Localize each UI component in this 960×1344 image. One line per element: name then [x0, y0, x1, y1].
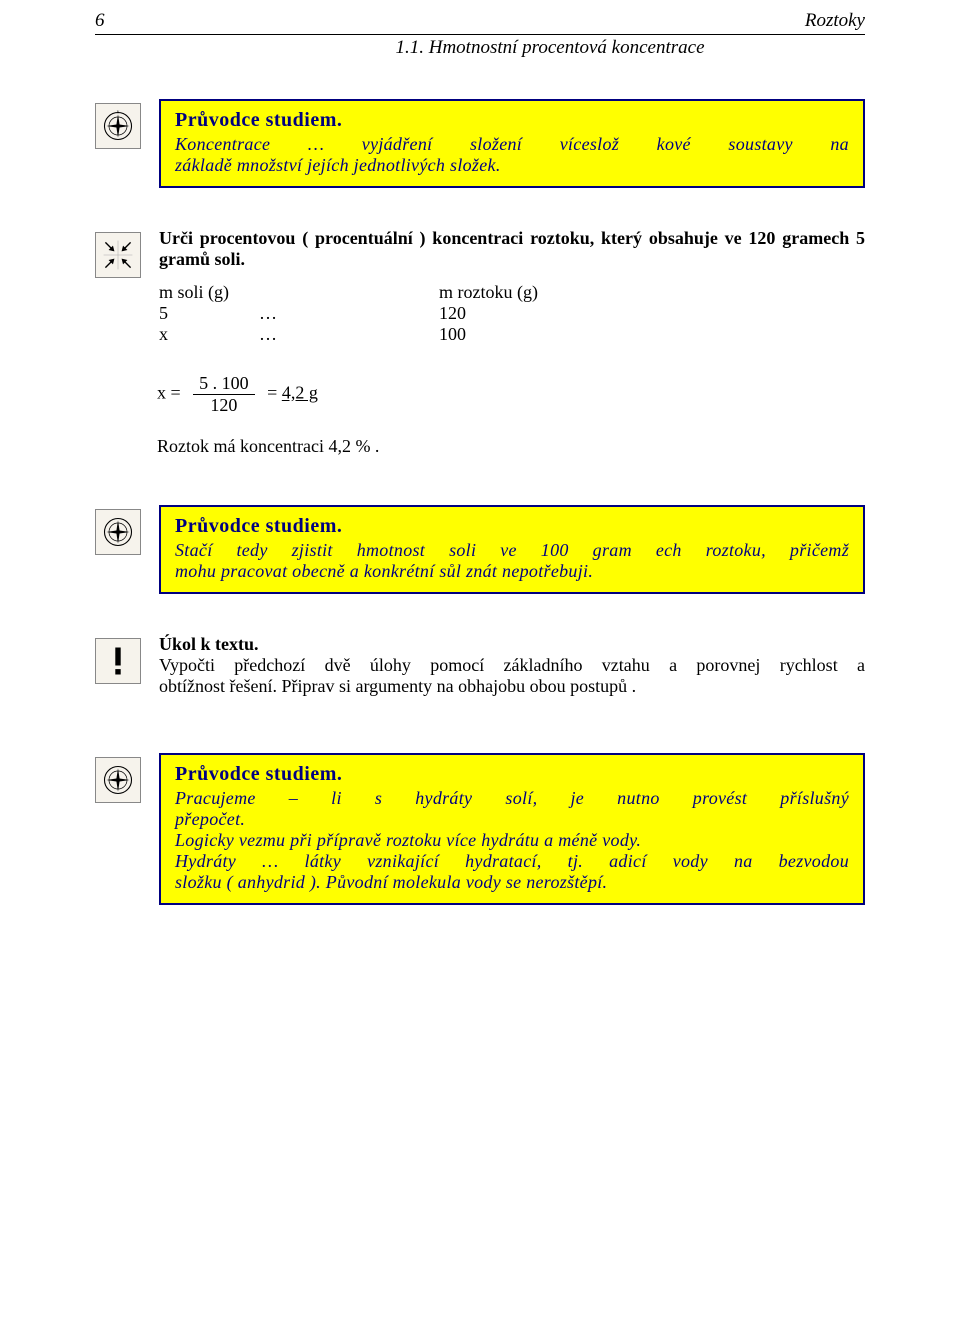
compass-icon	[95, 757, 141, 803]
compass-icon	[95, 509, 141, 555]
guide-body-1: Koncentrace … vyjádření složení víceslož…	[175, 134, 849, 176]
calc-num: 5 . 100	[193, 373, 255, 394]
guide-body-3-line1: Pracujeme – li s hydráty solí, je nutno …	[175, 788, 849, 809]
calc-den: 120	[204, 395, 243, 416]
problem-block: Urči procentovou ( procentuální ) koncen…	[95, 228, 865, 345]
task-body: Vypočti předchozí dvě úlohy pomocí zákla…	[159, 655, 865, 697]
guide-box-1: Průvodce studiem. Koncentrace … vyjádřen…	[159, 99, 865, 188]
page-header: 6 Roztoky	[95, 10, 865, 32]
guide-body-3-line3: Logicky vezmu při přípravě roztoku více …	[175, 830, 849, 851]
problem-text-block: Urči procentovou ( procentuální ) koncen…	[159, 228, 865, 345]
guide-body-3: Pracujeme – li s hydráty solí, je nutno …	[175, 788, 849, 893]
guide-block-3: Průvodce studiem. Pracujeme – li s hydrá…	[95, 753, 865, 905]
guide-title-3: Průvodce studiem.	[175, 763, 849, 786]
calculation-block: x = 5 . 100 120 = 4,2 g Roztok má koncen…	[157, 373, 865, 457]
calc-result: 4,2 g	[282, 383, 318, 403]
guide-block-2: Průvodce studiem. Stačí tedy zjistit hmo…	[95, 505, 865, 594]
table-r1c1: 5	[159, 303, 259, 324]
table-r2c1: x	[159, 324, 259, 345]
exclamation-icon	[95, 638, 141, 684]
task-line2: obtížnost řešení. Připrav si argumenty n…	[159, 676, 865, 697]
guide-box-3: Průvodce studiem. Pracujeme – li s hydrá…	[159, 753, 865, 905]
table-h1: m soli (g)	[159, 282, 259, 303]
calc-fraction: 5 . 100 120	[193, 373, 255, 416]
table-r2c3: 100	[439, 324, 579, 345]
calc-eq: =	[267, 383, 277, 403]
guide-body-2: Stačí tedy zjistit hmotnost soli ve 100 …	[175, 540, 849, 582]
proportion-table: m soli (g) m roztoku (g) 5 … 120 x … 100	[159, 282, 865, 345]
task-line1: Vypočti předchozí dvě úlohy pomocí zákla…	[159, 655, 865, 676]
table-r2c2: …	[259, 324, 439, 345]
guide-body-1-line2: základě množství jejích jednotlivých slo…	[175, 155, 849, 176]
guide-body-3-line5: složku ( anhydrid ). Původní molekula vo…	[175, 872, 849, 893]
table-r1c3: 120	[439, 303, 579, 324]
svg-text:N: N	[117, 110, 120, 114]
guide-box-2: Průvodce studiem. Stačí tedy zjistit hmo…	[159, 505, 865, 594]
task-text-block: Úkol k textu. Vypočti předchozí dvě úloh…	[159, 634, 865, 697]
subsection-title: 1.1. Hmotnostní procentová koncentrace	[95, 37, 865, 59]
guide-body-2-line1: Stačí tedy zjistit hmotnost soli ve 100 …	[175, 540, 849, 561]
guide-title-1: Průvodce studiem.	[175, 109, 849, 132]
header-rule	[95, 34, 865, 35]
guide-body-3-line4: Hydráty … látky vznikající hydratací, tj…	[175, 851, 849, 872]
table-h2: m roztoku (g)	[439, 282, 579, 303]
chapter-title: Roztoky	[805, 10, 865, 32]
calc-conclusion: Roztok má koncentraci 4,2 % .	[157, 436, 865, 457]
task-title: Úkol k textu.	[159, 634, 865, 655]
arrows-in-icon	[95, 232, 141, 278]
guide-body-1-line1: Koncentrace … vyjádření složení víceslož…	[175, 134, 849, 155]
guide-body-2-line2: mohu pracovat obecně a konkrétní sůl zná…	[175, 561, 849, 582]
page: 6 Roztoky 1.1. Hmotnostní procentová kon…	[0, 0, 960, 1344]
guide-title-2: Průvodce studiem.	[175, 515, 849, 538]
task-block: Úkol k textu. Vypočti předchozí dvě úloh…	[95, 634, 865, 697]
calc-lhs: x =	[157, 383, 181, 403]
table-r1c2: …	[259, 303, 439, 324]
problem-statement: Urči procentovou ( procentuální ) koncen…	[159, 228, 865, 270]
compass-icon: N	[95, 103, 141, 149]
guide-body-3-line2: přepočet.	[175, 809, 849, 830]
guide-block-1: N Průvodce studiem. Koncentrace … vyjádř…	[95, 99, 865, 188]
page-number: 6	[95, 10, 105, 32]
